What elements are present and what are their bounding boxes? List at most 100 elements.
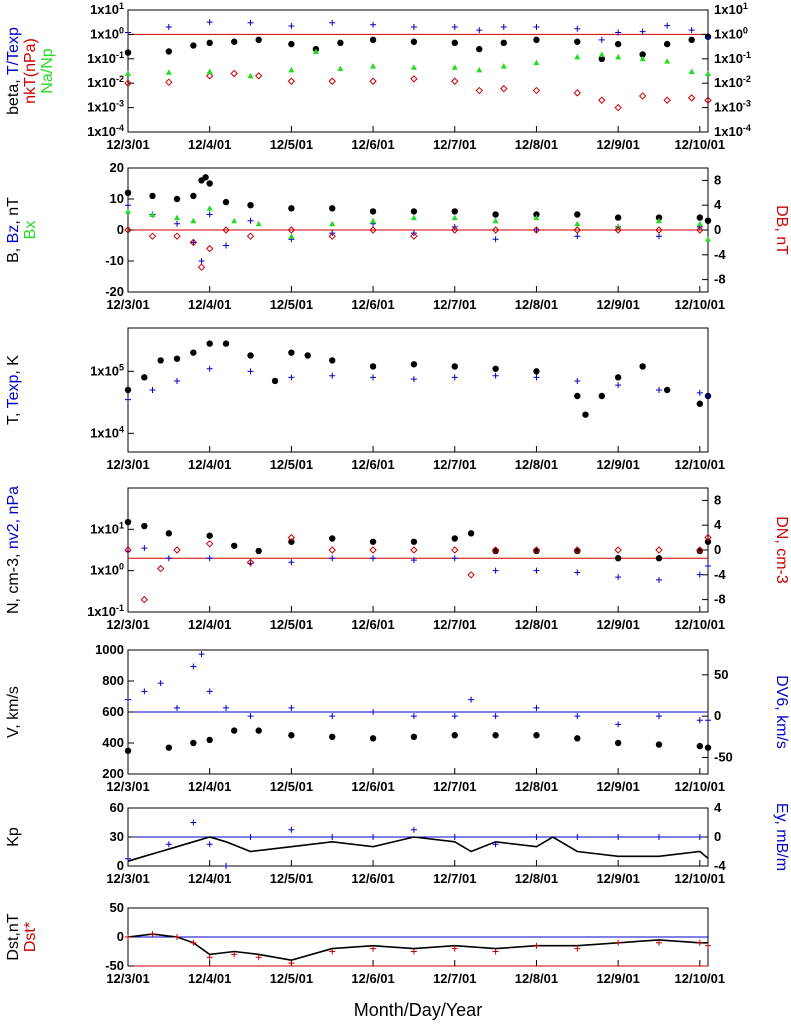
- y2-axis-label: DB, nT: [773, 205, 790, 255]
- data-point: [410, 826, 417, 833]
- data-point: [696, 547, 704, 555]
- data-point: [246, 558, 255, 567]
- y-axis-label: Dst,nT: [5, 913, 22, 960]
- x-tick-label: 12/8/01: [515, 137, 558, 152]
- data-point: [615, 721, 622, 728]
- data-point: [288, 826, 295, 833]
- data-point: [533, 547, 540, 555]
- data-point: [451, 214, 458, 221]
- series-dv6: [125, 651, 711, 728]
- data-point: [696, 571, 703, 578]
- data-point: [288, 349, 295, 356]
- data-point: [148, 232, 157, 240]
- data-point: [254, 72, 263, 80]
- data-point: [451, 732, 458, 739]
- data-point: [655, 555, 663, 562]
- data-point: [288, 374, 295, 381]
- x-tick-label: 12/4/01: [188, 617, 231, 632]
- data-point: [704, 96, 712, 104]
- data-point: [329, 713, 336, 720]
- y2-tick-label: -50: [714, 749, 733, 764]
- data-point: [598, 51, 605, 58]
- data-point: [206, 39, 213, 47]
- series-b: [124, 174, 712, 224]
- data-point: [614, 555, 622, 562]
- x-tick-label: 12/6/01: [351, 779, 394, 794]
- data-point: [476, 66, 483, 73]
- data-point: [149, 211, 156, 217]
- data-point: [451, 945, 458, 952]
- data-point: [288, 23, 295, 30]
- data-point: [198, 651, 205, 658]
- data-point: [574, 38, 581, 45]
- data-point: [655, 741, 663, 748]
- data-point: [329, 19, 336, 26]
- x-tick-label: 12/3/01: [106, 297, 149, 312]
- data-point: [688, 36, 695, 44]
- y-tick-label: 1x10-3: [87, 99, 124, 115]
- data-point: [655, 233, 662, 240]
- x-tick-label: 12/6/01: [351, 971, 394, 986]
- data-point: [369, 77, 377, 85]
- y-tick-label: 800: [102, 673, 124, 688]
- data-point: [655, 217, 662, 224]
- panel-beta: 1x10-4 1x10-3 1x10-2 1x10-1 1x100 1x101 1x10-4…: [5, 1, 751, 152]
- data-point: [533, 59, 540, 66]
- data-point: [663, 386, 671, 394]
- data-point: [370, 217, 377, 224]
- data-point: [655, 226, 663, 234]
- data-point: [369, 538, 377, 545]
- y-tick-label: 30: [110, 829, 124, 844]
- data-point: [410, 24, 417, 31]
- data-point: [492, 732, 499, 739]
- x-tick-label: 12/3/01: [106, 871, 149, 886]
- x-tick-label: 12/8/01: [515, 779, 558, 794]
- data-point: [533, 368, 540, 375]
- data-point: [288, 732, 295, 739]
- data-point: [410, 38, 418, 45]
- data-point: [598, 392, 606, 400]
- data-point: [614, 40, 622, 48]
- data-point: [205, 244, 214, 253]
- data-point: [574, 25, 581, 32]
- data-point: [149, 387, 156, 393]
- data-point: [255, 954, 262, 961]
- data-point: [468, 696, 475, 703]
- data-point: [190, 739, 197, 747]
- data-point: [165, 530, 173, 537]
- data-point: [247, 72, 254, 79]
- data-point: [655, 834, 662, 840]
- data-point: [124, 518, 132, 526]
- data-point: [271, 377, 279, 385]
- data-point: [574, 392, 581, 400]
- data-point: [247, 713, 254, 720]
- y-tick-label: 0: [117, 929, 124, 944]
- data-point: [202, 174, 209, 181]
- data-point: [222, 226, 230, 234]
- data-point: [500, 24, 507, 31]
- y-axis-label: Dst*: [22, 922, 39, 952]
- data-point: [198, 258, 205, 264]
- panel-bfield: -20 -10 0 10 20 -8 -4 0 4 8 12/3/01 12/4/01 12/5/01 1…: [5, 160, 790, 312]
- data-point: [639, 28, 646, 35]
- x-tick-label: 12/5/01: [270, 871, 313, 886]
- data-point: [582, 411, 589, 418]
- x-tick-label: 12/6/01: [351, 457, 394, 472]
- y2-tick-label: -4: [714, 858, 726, 873]
- data-point: [410, 64, 417, 70]
- data-point: [206, 555, 213, 562]
- data-point: [190, 819, 197, 826]
- series-n: [124, 518, 712, 562]
- y2-tick-label: -8: [714, 592, 726, 607]
- data-point: [329, 555, 336, 562]
- y2-tick-label: 1x10-1: [714, 50, 751, 66]
- x-tick-label: 12/9/01: [596, 971, 639, 986]
- data-point: [655, 387, 662, 393]
- data-point: [533, 374, 540, 381]
- data-point: [451, 555, 458, 562]
- y2-axis-label: Ey, mB/m: [773, 803, 790, 871]
- data-point: [410, 538, 418, 545]
- data-point: [369, 208, 377, 215]
- data-point: [687, 94, 696, 102]
- x-tick-label: 12/3/01: [106, 617, 149, 632]
